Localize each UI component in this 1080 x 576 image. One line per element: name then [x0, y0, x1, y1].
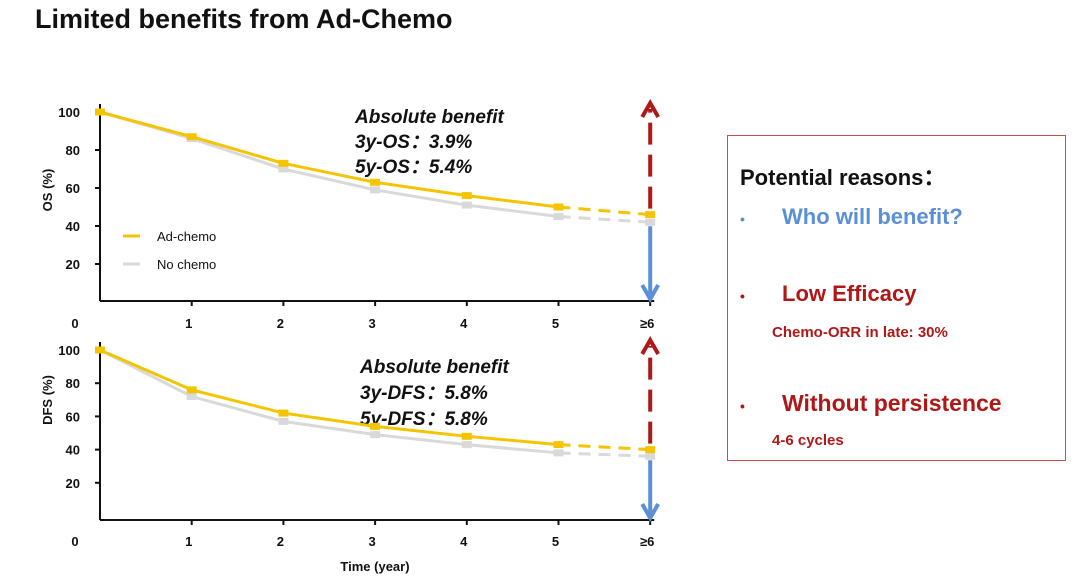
dfs-y-label: DFS (%): [40, 375, 55, 425]
data-point: [278, 165, 289, 173]
x-tick-label: 3: [368, 316, 375, 331]
os-chart: OS (%) Absolute benefit 3y-OS：3.9% 5y-OS…: [40, 98, 660, 331]
y-tick-label: 100: [58, 105, 80, 120]
x-tick-label: 3: [368, 534, 375, 549]
data-point: [278, 417, 289, 425]
series-extrapolation: [558, 215, 651, 224]
reason-without-persistence-detail: 4-6 cycles: [772, 432, 844, 449]
data-point: [186, 386, 197, 394]
data-point: [186, 133, 197, 141]
y-tick-label: 80: [66, 376, 80, 391]
y-tick-label: 20: [66, 257, 80, 272]
series-line-ad-chemo: [99, 110, 559, 209]
up-arrow-icon: [640, 335, 660, 355]
data-point: [95, 108, 105, 116]
reason-label: Low Efficacy: [782, 281, 917, 306]
dfs-annotation-3y: 3y-DFS：5.8%: [360, 383, 488, 404]
legend-no-chemo: No chemo: [157, 257, 216, 272]
x-tick-label: 1: [185, 534, 192, 549]
x-tick-label: ≥6: [640, 316, 654, 331]
os-y-label: OS (%): [40, 169, 55, 212]
data-point: [645, 446, 656, 454]
dfs-annotation-5y: 5y-DFS：5.8%: [360, 409, 488, 430]
os-annotation-3y: 3y-OS：3.9%: [355, 132, 472, 153]
reason-low-efficacy-detail: Chemo-ORR in late: 30%: [772, 324, 948, 341]
data-point: [553, 213, 564, 220]
dfs-chart: DFS (%) Absolute benefit 3y-DFS：5.8% 5y-…: [40, 335, 660, 574]
legend-ad-chemo: Ad-chemo: [157, 229, 216, 244]
y-tick-label: 60: [66, 181, 80, 196]
y-tick-label: 100: [58, 343, 80, 358]
x-tick-label: 1: [185, 316, 192, 331]
reason-without-persistence: • Without persistence: [740, 390, 1002, 417]
data-point: [645, 218, 656, 226]
data-point: [461, 192, 472, 200]
x-tick-label: 2: [277, 534, 284, 549]
y-tick-label: 40: [66, 219, 80, 234]
data-point: [278, 409, 289, 417]
x-tick-label: 2: [277, 316, 284, 331]
data-point: [186, 392, 197, 400]
bullet: •: [740, 211, 745, 227]
data-point: [461, 432, 472, 440]
x-tick-label: 0: [71, 534, 78, 549]
data-point: [370, 178, 381, 186]
series-line-no-chemo: [99, 110, 559, 218]
data-point: [370, 186, 381, 194]
series-extrapolation: [558, 205, 651, 217]
data-point: [553, 441, 564, 449]
data-point: [370, 422, 381, 430]
series-extrapolation: [558, 451, 651, 458]
data-point: [278, 159, 289, 167]
potential-reasons-box: Potential reasons： • Who will benefit? • L…: [727, 135, 1066, 461]
up-arrow-icon: [640, 98, 660, 118]
data-point: [553, 449, 564, 457]
os-annotation-5y: 5y-OS：5.4%: [355, 157, 472, 178]
data-point: [95, 346, 105, 354]
x-tick-label: ≥6: [640, 534, 654, 549]
x-tick-label: 4: [460, 316, 468, 331]
data-point: [461, 441, 472, 449]
slide-title: Limited benefits from Ad-Chemo: [35, 4, 453, 34]
dfs-annotation-title: Absolute benefit: [359, 357, 510, 378]
data-point: [461, 201, 472, 209]
bullet: •: [740, 288, 745, 304]
x-tick-label: 4: [460, 534, 468, 549]
data-point: [553, 203, 564, 211]
os-annotation-title: Absolute benefit: [354, 107, 505, 128]
y-tick-label: 40: [66, 443, 80, 458]
data-point: [370, 431, 381, 439]
reason-low-efficacy: • Low Efficacy: [740, 281, 916, 307]
reasons-heading: Potential reasons：: [740, 165, 946, 190]
y-tick-label: 80: [66, 143, 80, 158]
y-tick-label: 60: [66, 409, 80, 424]
data-point: [645, 452, 656, 460]
y-tick-label: 20: [66, 476, 80, 491]
reason-label: Who will benefit?: [782, 204, 963, 229]
series-line-no-chemo: [99, 348, 559, 455]
down-arrow-icon: [640, 503, 660, 523]
x-tick-label: 0: [71, 316, 78, 331]
series-line-ad-chemo: [99, 348, 559, 447]
data-point: [645, 211, 656, 219]
reason-label: Without persistence: [782, 390, 1002, 416]
reason-who-will-benefit: • Who will benefit?: [740, 204, 963, 230]
down-arrow-icon: [640, 284, 660, 304]
x-tick-label: 5: [552, 534, 559, 549]
bullet: •: [740, 398, 745, 414]
x-tick-label: 5: [552, 316, 559, 331]
series-extrapolation: [558, 443, 651, 452]
dfs-x-label: Time (year): [340, 559, 409, 574]
